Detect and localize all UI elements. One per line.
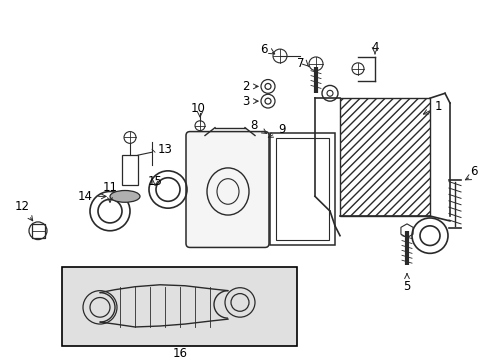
- Text: 5: 5: [403, 274, 410, 293]
- Bar: [269, 132, 334, 246]
- Bar: [339, 98, 429, 216]
- Bar: [275, 139, 328, 240]
- Text: 9: 9: [268, 123, 285, 138]
- Text: 12: 12: [15, 200, 33, 221]
- Text: 7: 7: [297, 57, 305, 70]
- Text: 16: 16: [172, 347, 187, 360]
- Text: 6: 6: [260, 42, 267, 55]
- Text: 4: 4: [370, 41, 378, 54]
- Text: 8: 8: [250, 119, 266, 134]
- Text: 11: 11: [102, 181, 117, 202]
- Text: 14: 14: [78, 190, 106, 203]
- Bar: [62, 267, 296, 346]
- Text: 13: 13: [158, 143, 173, 156]
- Ellipse shape: [110, 190, 140, 202]
- Text: 1: 1: [423, 100, 442, 114]
- Text: 2: 2: [242, 80, 258, 93]
- Text: 6: 6: [469, 165, 476, 178]
- Bar: [122, 155, 138, 185]
- Text: 10: 10: [190, 102, 205, 114]
- Text: 15: 15: [148, 175, 163, 188]
- Text: 3: 3: [242, 95, 258, 108]
- FancyBboxPatch shape: [185, 132, 268, 247]
